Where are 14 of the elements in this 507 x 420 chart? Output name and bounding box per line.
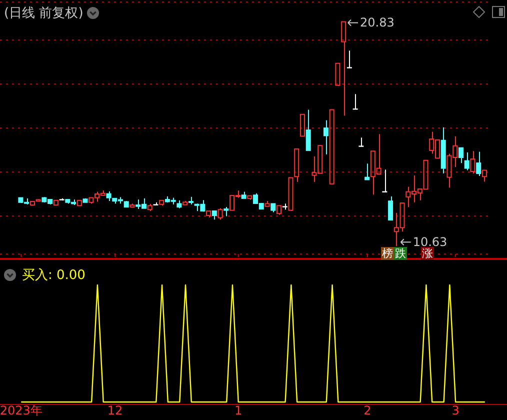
candlestick — [440, 126, 446, 174]
tag: 涨 — [421, 247, 434, 260]
x-tick-label: 2 — [364, 404, 372, 418]
chart-title: 买入: 0.00 — [22, 267, 86, 284]
x-tick-label: 1 — [234, 404, 242, 418]
candlestick — [323, 120, 328, 155]
x-tick-label: 2023年 — [0, 404, 42, 418]
x-tick-label: 3 — [452, 404, 460, 418]
tag: 榜 — [381, 247, 394, 260]
chart-title: (日线 前复权) — [4, 5, 84, 22]
x-tick-label: 12 — [107, 404, 123, 418]
annotation: 20.83 — [360, 16, 394, 30]
tag: 跌 — [394, 247, 407, 260]
annotation: 10.63 — [412, 235, 448, 250]
